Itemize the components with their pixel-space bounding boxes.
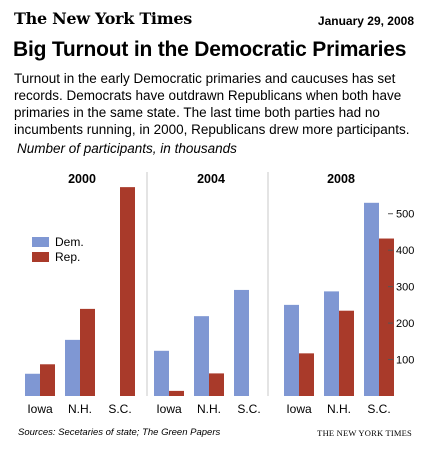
bar-2004-nh-rep (209, 373, 224, 396)
category-label: S.C. (108, 402, 131, 416)
category-label: N.H. (197, 402, 221, 416)
chart-subtitle: Number of participants, in thousands (17, 141, 237, 156)
legend-label-rep: Rep. (55, 249, 81, 264)
category-label: N.H. (68, 402, 92, 416)
category-label: N.H. (327, 402, 351, 416)
legend-swatch-rep (32, 251, 49, 262)
bar-2000-iowa-rep (40, 364, 55, 396)
credit-logo: THE NEW YORK TIMES (317, 428, 412, 438)
bar-2008-nh-rep (339, 310, 354, 396)
bar-2000-nh-dem (65, 339, 80, 396)
bar-2004-iowa-dem (154, 350, 169, 396)
panel-title-2008: 2008 (327, 172, 355, 186)
y-tick-label: 500 (396, 209, 414, 221)
y-tick-label: 400 (396, 245, 414, 257)
chart-legend: Dem. Rep. (32, 234, 84, 264)
y-tick-label: 200 (396, 318, 414, 330)
category-label: S.C. (237, 402, 260, 416)
panel-title-2000: 2000 (68, 172, 96, 186)
panel-title-2004: 2004 (197, 172, 225, 186)
bar-2008-sc-rep (379, 238, 394, 396)
legend-item-rep: Rep. (32, 249, 84, 264)
masthead-logo: The New York Times (14, 9, 192, 28)
category-label: Iowa (27, 402, 53, 416)
category-label: S.C. (367, 402, 390, 416)
legend-label-dem: Dem. (55, 234, 84, 249)
turnout-chart: 2000 Iowa N.H. S.C. 2004 Iowa N.H. S.C. 2008 Iowa… (25, 172, 414, 416)
bar-2000-sc-rep (120, 187, 135, 396)
headline: Big Turnout in the Democratic Primaries (13, 38, 407, 61)
bar-2008-iowa-dem (284, 304, 299, 396)
bar-2004-iowa-rep (169, 390, 184, 396)
bar-2004-sc-dem (234, 289, 249, 396)
sources-note: Sources: Secetaries of state; The Green … (18, 427, 221, 438)
y-tick-label: 300 (396, 282, 414, 294)
publication-date: January 29, 2008 (317, 14, 414, 28)
y-tick-label: 100 (396, 355, 414, 367)
category-label: Iowa (286, 402, 312, 416)
legend-swatch-dem (32, 236, 49, 247)
legend-item-dem: Dem. (32, 234, 84, 249)
bar-2008-nh-dem (324, 291, 339, 396)
bar-2004-nh-dem (194, 316, 209, 396)
bar-2008-iowa-rep (299, 353, 314, 396)
bar-2000-iowa-dem (25, 373, 40, 396)
bar-2008-sc-dem (364, 202, 379, 396)
category-label: Iowa (156, 402, 182, 416)
intro-text: Turnout in the early Democratic primarie… (14, 71, 410, 137)
bar-2000-nh-rep (80, 308, 95, 396)
